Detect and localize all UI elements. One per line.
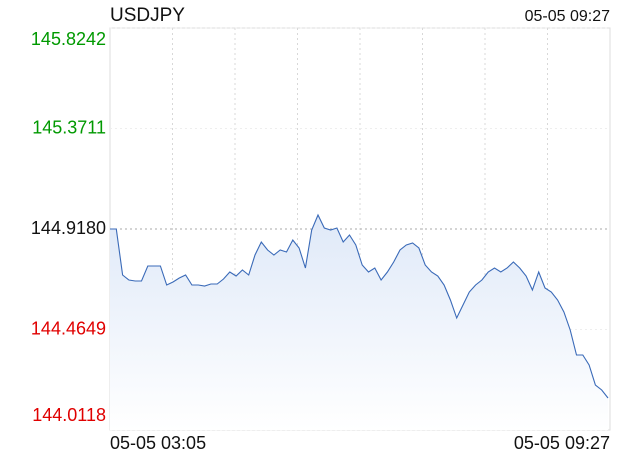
chart-title: USDJPY — [110, 5, 185, 26]
y-tick-label: 144.4649 — [31, 318, 106, 338]
area-fill — [110, 215, 608, 430]
y-tick-label: 145.8242 — [31, 29, 106, 49]
timestamp: 05-05 09:27 — [525, 8, 611, 25]
y-tick-label: 145.3711 — [32, 117, 106, 137]
y-tick-label: 144.0118 — [32, 405, 106, 425]
x-tick-label: 05-05 09:27 — [514, 433, 610, 453]
price-line — [110, 213, 609, 399]
x-tick-label: 05-05 03:05 — [110, 433, 206, 453]
y-tick-label: 144.9180 — [31, 218, 106, 238]
